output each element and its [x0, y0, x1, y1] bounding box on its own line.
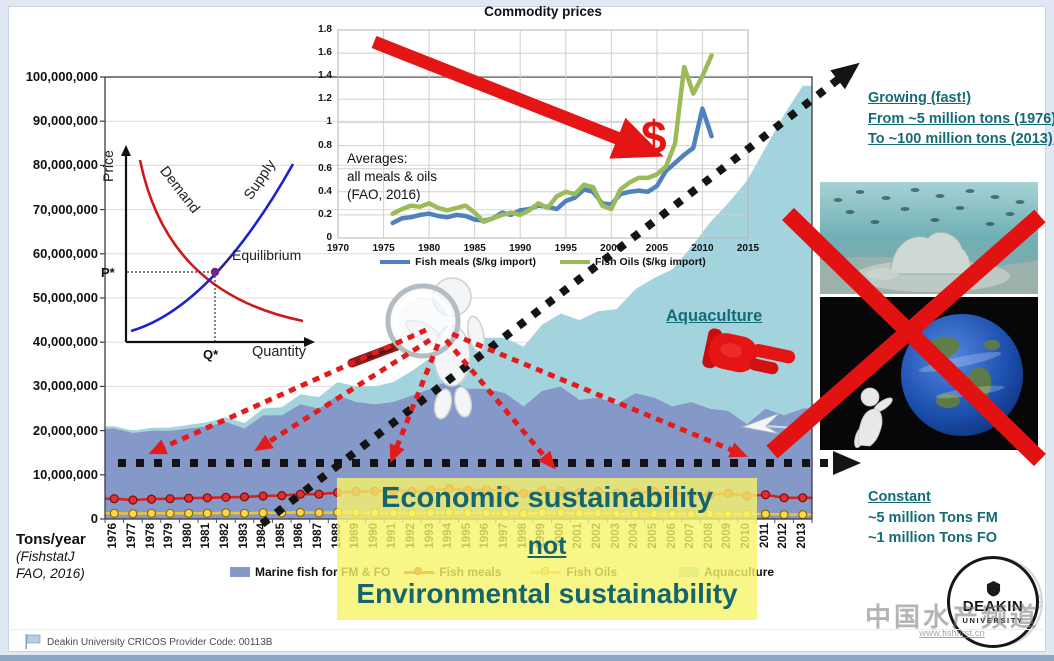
logo-title: DEAKIN [962, 597, 1024, 615]
footer-divider [8, 629, 1046, 630]
earth-figure-image [820, 297, 1038, 450]
bottom-bar [0, 655, 1054, 661]
ostrich-statue-photo [820, 182, 1038, 294]
logo-subtitle: UNIVERSITY [962, 615, 1024, 625]
watermark-text: 中国水产频道 [864, 602, 1039, 632]
underwater-statue-image [820, 182, 1038, 294]
deakin-logo: DEAKIN UNIVERSITY [947, 556, 1039, 648]
shield-icon [986, 580, 1000, 596]
highlight-box: Economic sustainability not Environmenta… [337, 478, 757, 620]
cricos-footer: Deakin University CRICOS Provider Code: … [47, 637, 273, 648]
earth-globe [901, 314, 1023, 436]
earth-photo [820, 297, 1038, 450]
highlight-line3: Environmental sustainability [356, 578, 738, 609]
highlight-line2: not [527, 532, 567, 560]
watermark-site: www.fishfirst.cn [919, 628, 985, 639]
highlight-line1: Economic sustainability [381, 482, 713, 514]
